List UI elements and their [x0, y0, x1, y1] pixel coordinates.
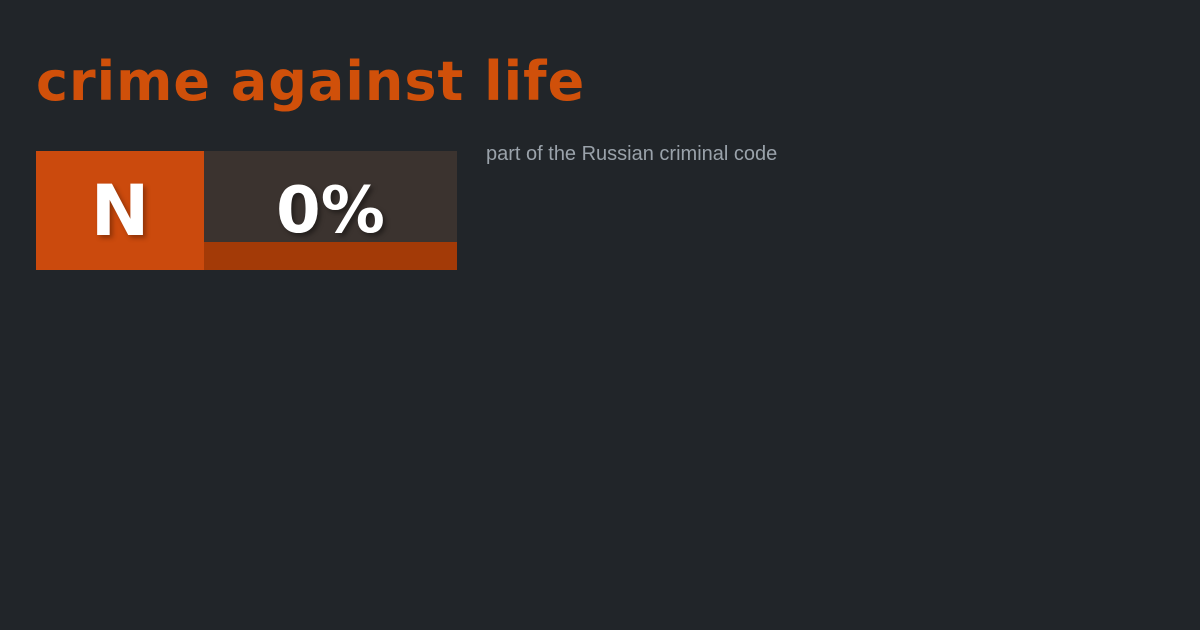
badge-letter-cell: N [36, 151, 204, 270]
page-title: crime against life [36, 50, 586, 113]
rating-badge: N 0% [36, 151, 457, 270]
badge-percent-cell: 0% [204, 151, 457, 270]
progress-bar [204, 242, 457, 270]
page-subtitle: part of the Russian criminal code [486, 143, 778, 165]
badge-percent-value: 0% [276, 173, 385, 248]
badge-letter: N [90, 169, 150, 252]
